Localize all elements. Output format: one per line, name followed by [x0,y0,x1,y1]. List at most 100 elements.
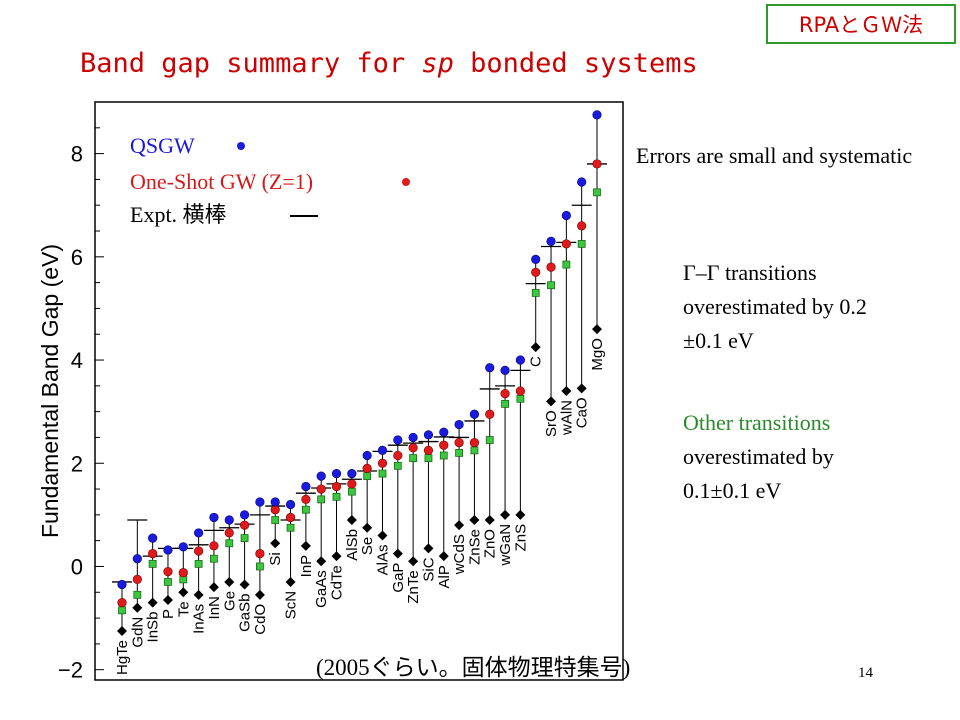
category-label: InSb [145,612,162,643]
qsgw-point [347,468,357,479]
oneshot-gw-point [117,597,127,608]
oneshot-gw-point [561,239,571,249]
black-diamond-point [530,342,541,353]
qsgw-point [285,499,296,510]
category-label: MgO [589,338,606,371]
black-diamond-point [454,520,465,531]
black-diamond-point [484,515,495,526]
green-square-point [378,469,387,478]
black-diamond-point [331,551,342,562]
oneshot-gw-point [347,479,357,489]
qsgw-point [592,110,602,120]
black-diamond-point [576,383,587,394]
oneshot-gw-point [469,438,480,448]
oneshot-gw-point [285,512,296,523]
qsgw-point [469,409,480,419]
qsgw-point [454,419,464,430]
category-label: CdO [252,604,269,635]
category-label: wCdS [451,534,468,575]
green-square-point [562,260,571,269]
green-square-point [439,451,448,460]
black-diamond-point [346,515,357,526]
section-tag: RPAとＧＷ法 [766,4,956,44]
oneshot-gw-point [194,546,204,556]
qsgw-point [531,254,541,265]
qsgw-point [485,363,495,373]
black-diamond-point [117,625,127,636]
black-diamond-point [592,324,602,335]
oneshot-gw-point [316,484,326,494]
black-diamond-point [546,396,557,407]
oneshot-gw-point [439,440,449,450]
title-text: Band gap summary for [80,48,422,79]
category-label: CaO [574,397,591,428]
oneshot-gw-point [531,267,541,277]
black-diamond-point [500,509,511,520]
category-label: ZnO [482,529,499,558]
note-other-1: Other transitions [683,410,831,435]
category-label: wGaN [497,524,514,567]
oneshot-gw-point [377,458,388,468]
qsgw-point [270,497,280,507]
oneshot-gw-point [393,450,403,461]
green-square-point [118,606,126,615]
qsgw-point [239,510,250,520]
oneshot-gw-point [255,548,265,559]
qsgw-point [316,471,326,481]
black-diamond-point [147,597,158,608]
oneshot-gw-point [132,574,142,584]
legend-qsgw-marker [237,142,245,150]
category-label: SiC [420,557,437,581]
category-label: Te [175,601,192,617]
y-tick-label: 8 [71,142,83,167]
qsgw-point [163,545,173,555]
y-tick-label: 4 [71,348,83,373]
qsgw-point [178,542,188,552]
green-square-point [133,590,142,599]
qsgw-point [561,210,571,221]
legend-oneshot-marker [402,178,410,186]
green-square-point [210,554,218,563]
oneshot-gw-point [546,262,556,272]
green-square-point [455,449,463,457]
title-text-end: bonded systems [453,48,698,79]
black-diamond-point [300,540,311,551]
black-diamond-point [392,548,403,559]
black-diamond-point [561,386,572,396]
category-label: ScN [283,591,300,619]
title-emphasis: sp [421,48,454,79]
plot-frame [94,101,624,681]
note-other-2: overestimated by [683,444,834,469]
category-label: P [160,609,177,619]
oneshot-gw-point [592,159,602,169]
note-gamma-3: ±0.1 eV [683,328,754,353]
green-square-point [547,281,555,290]
green-square-point [332,492,341,501]
oneshot-gw-point [485,409,495,419]
oneshot-gw-point [577,221,587,231]
category-label: SrO [543,410,560,437]
category-label: AlP [436,565,453,588]
y-axis-label: Fundamental Band Gap (eV) [37,244,63,538]
oneshot-gw-point [515,386,525,396]
category-label: Se [359,537,376,555]
category-label: CdTe [329,565,346,600]
oneshot-gw-point [454,438,464,448]
black-diamond-point [469,515,480,526]
note-other-3: 0.1±0.1 eV [683,478,782,503]
green-square-point [256,562,264,571]
oneshot-gw-point [270,505,280,515]
category-label: GdN [129,617,146,648]
black-diamond-point [132,602,143,613]
green-square-point [593,188,601,197]
y-tick-label: 0 [71,554,83,579]
qsgw-point [148,533,158,543]
green-square-point [225,539,234,548]
qsgw-point [209,512,219,523]
note-gamma-1: Γ–Γ transitions [683,260,817,285]
green-square-point [516,394,525,403]
category-label: C [528,356,545,367]
category-label: HgTe [114,640,131,675]
oneshot-gw-point [163,567,173,577]
oneshot-gw-point [500,388,510,399]
